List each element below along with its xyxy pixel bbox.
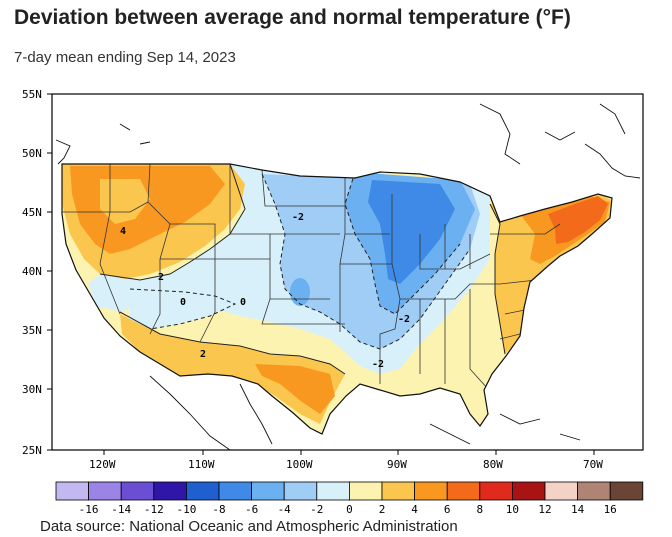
legend-swatches <box>55 481 644 501</box>
legend-swatch <box>251 481 285 501</box>
temperature-map: 55N 50N 45N 40N 35N 30N 25N 120W 110W 10… <box>0 84 672 484</box>
legend-swatch <box>577 481 611 501</box>
legend-swatch <box>414 481 448 501</box>
legend-swatch <box>479 481 513 501</box>
lat-ticks <box>47 93 52 451</box>
lat-labels: 55N 50N 45N 40N 35N 30N 25N <box>22 88 42 457</box>
state-borders <box>62 164 561 390</box>
legend-label: -16 <box>79 503 99 516</box>
legend-swatch <box>348 481 383 501</box>
legend-label: -2 <box>310 503 323 516</box>
legend-swatch <box>609 481 644 501</box>
legend-label: -4 <box>278 503 292 516</box>
legend-swatch <box>120 481 155 501</box>
page-subtitle: 7-day mean ending Sep 14, 2023 <box>14 49 236 66</box>
legend-label: 10 <box>506 503 519 516</box>
contour-label: -2 <box>372 359 384 370</box>
contour-label: -2 <box>398 314 410 325</box>
lon-label-70w: 70W <box>583 458 603 471</box>
legend-label: 4 <box>411 503 418 516</box>
legend-label: 12 <box>538 503 551 516</box>
legend-swatch <box>55 481 89 501</box>
legend-label: -6 <box>245 503 258 516</box>
legend-swatch <box>446 481 481 501</box>
legend-swatch <box>185 481 220 501</box>
lat-label-25n: 25N <box>22 444 42 457</box>
legend-label: -12 <box>144 503 164 516</box>
legend-swatch <box>544 481 578 501</box>
lat-label-30n: 30N <box>22 383 42 396</box>
lat-label-50n: 50N <box>22 147 42 160</box>
legend-label: 16 <box>604 503 617 516</box>
legend-label: 0 <box>346 503 353 516</box>
contour-label: 2 <box>200 349 206 360</box>
legend-label: 6 <box>444 503 451 516</box>
lon-labels: 120W 110W 100W 90W 80W 70W <box>89 458 603 471</box>
lat-label-55n: 55N <box>22 88 42 101</box>
contour-label: -2 <box>292 212 304 223</box>
us-outline <box>61 163 613 435</box>
lon-label-80w: 80W <box>483 458 503 471</box>
map-svg: 55N 50N 45N 40N 35N 30N 25N 120W 110W 10… <box>22 88 644 471</box>
data-source: Data source: National Oceanic and Atmosp… <box>40 518 458 535</box>
contour-label: 4 <box>120 226 126 237</box>
lon-label-100w: 100W <box>286 458 313 471</box>
contour-label: 0 <box>180 297 186 308</box>
legend-labels: -16 -14 -12 -10 -8 -6 -4 -2 0 2 4 6 8 10 12 14 16 <box>79 503 617 516</box>
legend-svg: -16 -14 -12 -10 -8 -6 -4 -2 0 2 4 6 8 10 12 14 16 <box>55 481 644 516</box>
legend-label: 14 <box>571 503 585 516</box>
legend-swatch <box>283 481 318 501</box>
legend-swatch <box>512 481 546 501</box>
lon-label-90w: 90W <box>387 458 407 471</box>
lon-label-120w: 120W <box>89 458 116 471</box>
map-frame <box>51 93 644 451</box>
legend-swatch <box>381 481 415 501</box>
lon-label-110w: 110W <box>188 458 215 471</box>
legend-label: 8 <box>476 503 483 516</box>
contour-value-labels: 4 2 0 -2 0 2 -2 -2 <box>120 212 410 370</box>
contour-lines <box>99 164 506 375</box>
legend-label: 2 <box>379 503 386 516</box>
contour-label: 2 <box>158 272 164 283</box>
legend-swatch <box>88 481 122 501</box>
coastlines <box>55 103 641 450</box>
legend-label: -14 <box>111 503 131 516</box>
legend-label: -10 <box>176 503 196 516</box>
legend-swatch <box>153 481 187 501</box>
legend-swatch <box>218 481 252 501</box>
legend-label: -8 <box>212 503 225 516</box>
color-legend: -16 -14 -12 -10 -8 -6 -4 -2 0 2 4 6 8 10 12 14 16 <box>0 478 672 520</box>
contour-label: 0 <box>240 297 246 308</box>
page-title: Deviation between average and normal tem… <box>14 6 571 29</box>
lat-label-35n: 35N <box>22 324 42 337</box>
lon-ticks <box>103 450 595 455</box>
legend-swatch <box>316 481 350 501</box>
lat-label-40n: 40N <box>22 265 42 278</box>
lat-label-45n: 45N <box>22 206 42 219</box>
